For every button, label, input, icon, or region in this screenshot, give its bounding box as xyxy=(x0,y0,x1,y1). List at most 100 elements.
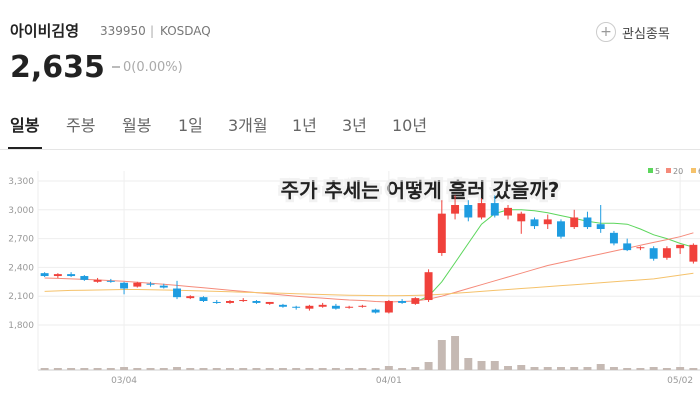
volume-bar xyxy=(318,368,327,370)
volume-bar xyxy=(120,367,129,370)
volume-bar xyxy=(305,368,314,370)
tab[interactable]: 3년 xyxy=(342,116,367,135)
candle-body xyxy=(371,309,380,313)
volume-bar xyxy=(292,368,301,370)
volume-bar xyxy=(93,368,102,370)
candle-body xyxy=(623,243,632,251)
candle-body xyxy=(93,279,102,282)
candle-body xyxy=(649,248,658,259)
volume-bar xyxy=(159,368,168,370)
volume-bar xyxy=(557,367,565,370)
x-tick-label: 04/01 xyxy=(376,376,402,386)
stock-code: 339950 xyxy=(100,24,146,38)
ma-line xyxy=(44,232,694,303)
candle-body xyxy=(305,305,314,309)
stock-name: 아이비김영 xyxy=(10,22,80,40)
volume-bar xyxy=(173,367,181,370)
ma-line xyxy=(415,209,694,303)
volume-bar xyxy=(371,368,380,370)
candle-body xyxy=(212,301,221,303)
x-tick-label: 05/02 xyxy=(667,376,693,386)
y-tick-label: 3,000 xyxy=(8,206,34,216)
volume-bar xyxy=(662,368,671,370)
x-tick-label: 03/04 xyxy=(111,376,137,386)
candle-body xyxy=(570,217,579,228)
ma-line xyxy=(44,272,694,297)
volume-bar xyxy=(331,368,340,370)
candle-body xyxy=(226,301,234,303)
tab[interactable]: 3개월 xyxy=(228,116,268,135)
tab-underline xyxy=(8,147,42,149)
volume-bar xyxy=(437,340,446,370)
candle-body xyxy=(676,244,685,249)
y-tick-label: 2,100 xyxy=(8,292,34,302)
volume-bar xyxy=(345,368,354,370)
candle-body xyxy=(543,219,552,225)
volume-bar xyxy=(384,366,393,370)
candle-body xyxy=(345,306,354,308)
candle-body xyxy=(133,282,142,287)
volume-bar xyxy=(278,368,287,370)
candle-body xyxy=(40,273,49,277)
volume-bar xyxy=(265,368,274,370)
tab[interactable]: 1년 xyxy=(292,116,317,135)
flat-icon xyxy=(112,66,120,68)
price: 2,635 xyxy=(10,50,105,85)
volume-bar xyxy=(252,368,261,370)
candle-body xyxy=(504,207,512,216)
candle-body xyxy=(159,285,168,288)
volume-bar xyxy=(609,367,618,370)
y-tick-label: 2,700 xyxy=(8,235,34,245)
candle-body xyxy=(318,304,327,307)
volume-bar xyxy=(424,362,433,370)
candle-body xyxy=(53,274,62,277)
volume-bar xyxy=(40,368,49,370)
volume-bar xyxy=(398,368,407,370)
candle-body xyxy=(557,221,565,237)
volume-bar xyxy=(53,368,62,370)
candle-body xyxy=(583,217,592,228)
tab[interactable]: 10년 xyxy=(392,116,428,135)
watch-button[interactable]: 관심종목 xyxy=(622,27,670,42)
candle-body xyxy=(662,248,671,258)
volume-bar xyxy=(504,366,512,370)
candle-body xyxy=(278,304,287,307)
candle-body xyxy=(80,276,89,280)
volume-bar xyxy=(133,368,142,370)
candle-body xyxy=(120,282,129,289)
candle-body xyxy=(265,301,274,304)
candle-body xyxy=(384,301,393,313)
volume-bar xyxy=(106,368,115,370)
volume-bar xyxy=(186,368,195,370)
y-tick-label: 2,400 xyxy=(8,263,34,273)
candle-body xyxy=(146,283,155,285)
volume-bar xyxy=(517,365,526,370)
candle-body xyxy=(331,305,340,309)
volume-bar xyxy=(689,368,698,370)
candle-body xyxy=(411,298,420,304)
volume-bar xyxy=(570,367,579,370)
candle-body xyxy=(292,306,301,308)
volume-bar xyxy=(543,367,552,370)
candle-body xyxy=(398,301,407,303)
volume-bar xyxy=(477,361,486,370)
volume-bar xyxy=(451,336,460,370)
plus-icon[interactable]: + xyxy=(596,22,616,42)
tab[interactable]: 일봉 xyxy=(10,116,40,135)
divider xyxy=(0,149,700,150)
legend-label: 20 xyxy=(673,167,683,176)
candle-body xyxy=(424,272,433,301)
tab[interactable]: 1일 xyxy=(178,116,203,135)
legend-swatch xyxy=(666,168,671,173)
candle-body xyxy=(636,247,645,249)
candle-body xyxy=(199,297,208,301)
candle-body xyxy=(252,301,261,303)
market: KOSDAQ xyxy=(160,24,211,38)
volume-bar xyxy=(464,358,473,370)
chart-title: 주가 추세는 어떻게 흘러 갔을까? xyxy=(281,178,560,202)
tab[interactable]: 월봉 xyxy=(122,116,152,135)
tab[interactable]: 주봉 xyxy=(66,116,96,135)
candle-body xyxy=(437,213,446,253)
candle-body xyxy=(490,203,499,216)
